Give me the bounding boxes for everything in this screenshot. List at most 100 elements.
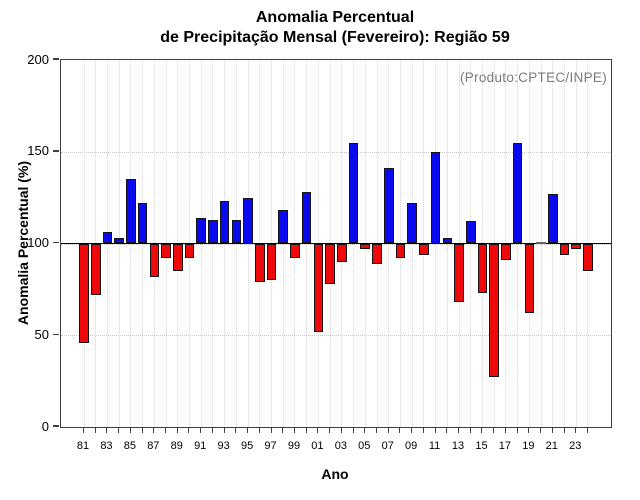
x-tick-label-95: 95 xyxy=(240,440,254,452)
bar-97 xyxy=(266,243,277,281)
x-tick-82 xyxy=(94,428,96,433)
bar-06 xyxy=(372,243,382,264)
x-tick-84 xyxy=(118,428,120,433)
bar-82 xyxy=(90,243,101,295)
x-tick-label-23: 23 xyxy=(569,440,582,452)
y-tick-50 xyxy=(53,333,59,335)
bar-96 xyxy=(255,243,265,283)
x-tick-label-99: 99 xyxy=(287,440,301,452)
x-tick-00 xyxy=(305,428,307,433)
bar-03 xyxy=(337,243,347,262)
bar-02 xyxy=(325,243,335,284)
bar-13 xyxy=(454,243,464,303)
x-tick-label-01: 01 xyxy=(311,440,324,452)
x-tick-21 xyxy=(551,428,553,433)
x-tick-label-17: 17 xyxy=(498,440,512,452)
chart-title-line2: de Precipitação Mensal (Fevereiro): Regi… xyxy=(160,29,510,46)
bar-88 xyxy=(161,243,171,259)
y-tick-label-100: 100 xyxy=(27,235,49,250)
x-tick-85 xyxy=(129,428,131,433)
bar-23 xyxy=(571,243,582,249)
bar-24 xyxy=(583,243,593,272)
x-tick-86 xyxy=(141,428,143,433)
x-tick-96 xyxy=(258,428,260,433)
bar-81 xyxy=(79,243,89,343)
x-tick-12 xyxy=(446,428,448,433)
bar-08 xyxy=(395,243,406,259)
x-tick-label-81: 81 xyxy=(76,440,90,452)
bar-15 xyxy=(477,243,488,294)
bar-90 xyxy=(184,243,195,259)
x-tick-04 xyxy=(352,428,354,433)
x-tick-label-03: 03 xyxy=(334,440,347,452)
y-tick-0 xyxy=(53,425,59,427)
y-tick-200 xyxy=(53,58,59,60)
source-annotation: (Produto:CPTEC/INPE) xyxy=(459,70,607,85)
y-tick-label-150: 150 xyxy=(27,143,49,159)
y-tick-label-50: 50 xyxy=(34,326,49,342)
chart-title-line1: Anomalia Percentual xyxy=(255,9,415,26)
x-tick-88 xyxy=(165,428,167,433)
bar-10 xyxy=(419,243,429,255)
x-tick-03 xyxy=(340,428,342,433)
x-tick-label-09: 09 xyxy=(405,440,418,452)
x-tick-91 xyxy=(200,428,202,433)
x-tick-label-91: 91 xyxy=(194,440,207,452)
x-tick-95 xyxy=(247,428,249,433)
bar-19 xyxy=(524,243,535,314)
bar-83 xyxy=(102,232,113,244)
bar-17 xyxy=(501,243,511,260)
x-tick-label-13: 13 xyxy=(451,440,465,452)
bar-93 xyxy=(219,201,230,244)
x-tick-87 xyxy=(153,428,155,433)
x-tick-label-89: 89 xyxy=(170,440,183,452)
x-tick-90 xyxy=(188,428,190,433)
x-tick-05 xyxy=(364,428,366,433)
bar-94 xyxy=(231,219,242,244)
bar-16 xyxy=(489,243,499,378)
bar-85 xyxy=(126,179,136,244)
x-tick-20 xyxy=(540,428,542,433)
y-tick-label-200: 200 xyxy=(27,51,49,67)
bar-20 xyxy=(536,241,546,244)
x-tick-24 xyxy=(586,428,588,433)
x-tick-label-87: 87 xyxy=(147,440,160,452)
bar-89 xyxy=(172,243,183,272)
bar-01 xyxy=(313,243,324,332)
x-tick-13 xyxy=(458,428,460,433)
x-tick-93 xyxy=(223,428,225,433)
x-tick-99 xyxy=(293,428,295,433)
bar-98 xyxy=(278,210,289,244)
x-tick-label-07: 07 xyxy=(381,440,394,452)
bar-18 xyxy=(512,142,523,244)
bar-04 xyxy=(348,142,359,244)
bar-11 xyxy=(430,151,441,244)
x-tick-label-21: 21 xyxy=(545,440,558,452)
chart-title: Anomalia Percentual de Precipitação Mens… xyxy=(15,8,640,48)
x-tick-83 xyxy=(106,428,108,433)
x-tick-89 xyxy=(176,428,178,433)
x-tick-15 xyxy=(481,428,483,433)
bar-86 xyxy=(137,203,148,244)
x-axis-title: Ano xyxy=(321,466,349,482)
bar-92 xyxy=(208,219,218,244)
x-tick-14 xyxy=(469,428,471,433)
bars-layer xyxy=(61,60,611,427)
bar-07 xyxy=(383,168,394,244)
bar-05 xyxy=(360,243,371,249)
x-tick-16 xyxy=(493,428,495,433)
bar-99 xyxy=(290,243,300,259)
x-tick-22 xyxy=(563,428,565,433)
x-tick-19 xyxy=(528,428,530,433)
x-tick-92 xyxy=(211,428,213,433)
y-tick-label-0: 0 xyxy=(41,418,49,434)
hgridline-50 xyxy=(61,335,611,337)
x-tick-18 xyxy=(516,428,518,433)
bar-14 xyxy=(465,221,476,244)
x-tick-02 xyxy=(329,428,331,433)
x-tick-23 xyxy=(575,428,577,433)
x-tick-label-85: 85 xyxy=(123,440,136,452)
bar-12 xyxy=(442,237,453,244)
x-tick-06 xyxy=(376,428,377,433)
bar-84 xyxy=(114,237,124,244)
